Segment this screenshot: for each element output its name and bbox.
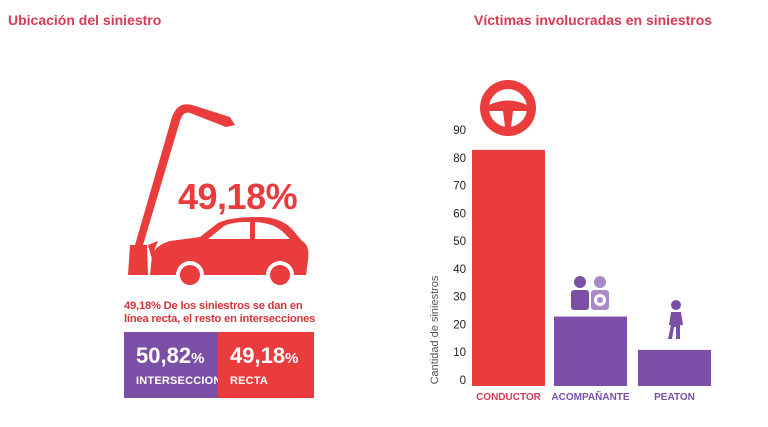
bar-peaton	[638, 349, 711, 386]
interseccion-label: INTERSECCION	[136, 375, 222, 387]
x-category-label: ACOMPAÑANTE	[551, 390, 629, 403]
interseccion-value: 50,82%	[136, 343, 205, 368]
y-tick-label: 10	[453, 347, 466, 359]
crash-illustration	[128, 104, 309, 289]
street-lamp-icon	[128, 104, 235, 275]
left-panel-title: Ubicación del siniestro	[8, 12, 162, 28]
y-tick-label: 70	[453, 181, 466, 193]
y-tick-label: 60	[453, 208, 466, 220]
y-tick-label: 80	[453, 153, 466, 165]
recta-stat-box: 49,18% RECTA	[218, 332, 314, 398]
y-tick-label: 0	[460, 375, 466, 387]
y-tick-label: 30	[453, 292, 466, 304]
x-category-label: PEATON	[654, 392, 695, 403]
interseccion-stat-box: 50,82% INTERSECCION	[124, 332, 222, 398]
bar-conductor	[472, 149, 545, 386]
x-category-label: CONDUCTOR	[476, 392, 542, 403]
chart-title: Víctimas involucradas en siniestros	[474, 12, 713, 28]
crashed-car-icon	[148, 217, 309, 289]
y-tick-label: 90	[453, 125, 466, 137]
y-tick-label: 40	[453, 264, 466, 276]
y-tick-label: 20	[453, 319, 466, 331]
bar-acompañante	[554, 316, 627, 386]
passenger-icon	[571, 276, 609, 310]
headline-percentage: 49,18%	[178, 176, 298, 217]
pedestrian-icon	[668, 300, 683, 339]
location-caption: 49,18% De los siniestros se dan en línea…	[124, 300, 316, 325]
y-tick-label: 50	[453, 236, 466, 248]
recta-value: 49,18%	[230, 343, 299, 368]
steering-wheel-icon	[480, 80, 536, 136]
y-axis-title: Cantidad de siniestros	[429, 275, 441, 384]
recta-label: RECTA	[230, 375, 269, 387]
